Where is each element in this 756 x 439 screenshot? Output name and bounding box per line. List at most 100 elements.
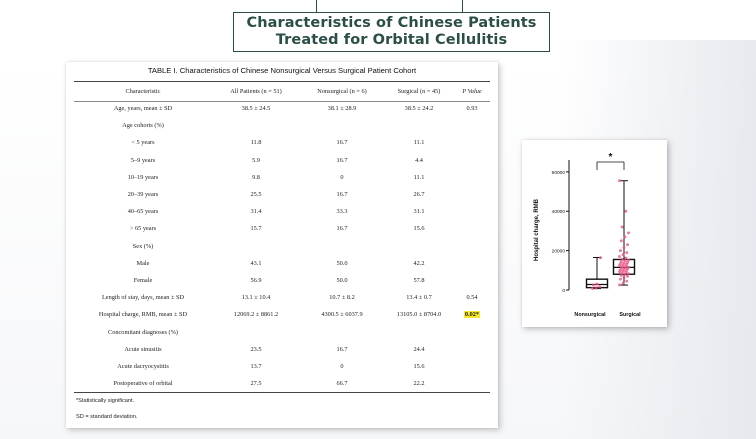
cell-nonsurgical	[300, 323, 384, 340]
cell-all-patients: 13.7	[250, 362, 262, 370]
cell-all-patients: 56.9	[250, 276, 262, 284]
cell-surgical: 11.1	[413, 173, 425, 181]
header-all-patients: All Patients (n = 51)	[230, 88, 282, 95]
cell-surgical: 31.1	[413, 208, 425, 216]
data-point	[620, 225, 624, 229]
cell-characteristic: Hospital charge, RMB, mean ± SD	[98, 311, 188, 319]
cell-p-value	[454, 255, 490, 272]
cell-nonsurgical: 16.7	[336, 191, 348, 199]
data-point	[619, 260, 623, 264]
cell-nonsurgical	[300, 238, 384, 255]
data-point	[624, 256, 628, 260]
cell-nonsurgical: 66.7	[336, 380, 348, 388]
data-point	[620, 257, 624, 261]
data-point	[618, 283, 621, 287]
cell-p-value	[454, 117, 490, 134]
table-row: Sex (%)	[74, 238, 490, 255]
cell-p-value	[454, 323, 490, 340]
cell-p-value	[454, 152, 490, 169]
data-point	[622, 276, 626, 280]
cell-all-patients: 11.8	[250, 139, 262, 147]
table-row: 5–9 years 5.9 16.7 4.4	[74, 152, 490, 169]
data-point	[624, 209, 628, 213]
cell-characteristic: 10–19 years	[127, 173, 159, 181]
table-row: Acute dacryocystitis 13.7 0 15.6	[74, 358, 490, 375]
boxplot-card: Hospital charge, RMB 0 20000 40000 60000 * Non…	[522, 140, 667, 327]
cell-nonsurgical: 16.7	[336, 139, 348, 147]
data-point	[626, 274, 630, 278]
table-top-rule	[74, 81, 490, 82]
table-row: Female 56.9 50.0 57.8	[74, 272, 490, 289]
cell-surgical: 26.7	[413, 191, 425, 199]
data-point	[599, 256, 603, 260]
header-nonsurgical: Nonsurgical (n = 6)	[317, 88, 367, 95]
cell-p-value	[454, 358, 490, 375]
data-point	[595, 282, 599, 286]
cell-characteristic: < 5 years	[131, 139, 155, 147]
cell-all-patients: 25.5	[250, 191, 262, 199]
cell-all-patients: 15.7	[250, 225, 262, 233]
data-point	[625, 251, 629, 255]
data-point	[626, 260, 630, 264]
table-bottom-rule	[74, 392, 490, 393]
x-category-label: Nonsurgical	[574, 312, 606, 318]
cell-characteristic: > 65 years	[129, 225, 157, 233]
cell-nonsurgical	[300, 117, 384, 134]
cell-characteristic: Concomitant diagnoses (%)	[108, 328, 178, 336]
cell-all-patients	[212, 323, 300, 340]
cell-all-patients: 9.8	[252, 173, 260, 181]
cell-surgical	[384, 117, 454, 134]
data-point	[618, 277, 622, 281]
table-header-rule	[74, 101, 490, 102]
data-point	[591, 283, 595, 287]
cell-characteristic: 20–39 years	[127, 191, 159, 199]
cell-characteristic: 40–65 years	[127, 208, 159, 216]
cell-all-patients: 5.9	[252, 156, 260, 164]
cell-surgical: 42.2	[413, 259, 425, 267]
cell-nonsurgical: 4300.5 ± 6037.9	[321, 311, 363, 319]
cell-nonsurgical: 33.3	[336, 208, 348, 216]
header-characteristic: Characteristic	[125, 88, 161, 95]
cell-surgical	[384, 323, 454, 340]
cell-all-patients: 27.5	[250, 380, 262, 388]
cell-all-patients	[212, 238, 300, 255]
cell-nonsurgical: 0	[340, 362, 344, 370]
characteristics-table: Characteristic All Patients (n = 51) Non…	[74, 83, 490, 392]
title-connector-right	[462, 0, 463, 12]
cell-nonsurgical: 10.7 ± 8.2	[329, 294, 355, 302]
table-row: < 5 years 11.8 16.7 11.1	[74, 134, 490, 151]
table-row: Male 43.1 50.0 42.2	[74, 255, 490, 272]
cell-all-patients: 38.5 ± 24.5	[241, 105, 271, 113]
cell-all-patients: 31.4	[250, 208, 262, 216]
cell-p-value	[454, 341, 490, 358]
cell-all-patients: 12069.2 ± 8861.2	[233, 311, 279, 319]
table-card: TABLE I. Characteristics of Chinese Nons…	[66, 62, 498, 428]
cell-p-value	[454, 134, 490, 151]
table-row: Hospital charge, RMB, mean ± SD 12069.2 ±…	[74, 306, 490, 323]
cell-characteristic: Sex (%)	[132, 242, 154, 250]
data-point	[619, 239, 623, 243]
title-connector-left	[316, 0, 317, 12]
cell-p-value	[454, 203, 490, 220]
cell-nonsurgical: 50.0	[336, 259, 348, 267]
cell-nonsurgical: 50.0	[336, 276, 348, 284]
data-point	[627, 272, 630, 276]
cell-p-value	[454, 272, 490, 289]
cell-nonsurgical: 0	[340, 173, 344, 181]
data-point	[621, 253, 625, 257]
cell-all-patients: 43.1	[250, 259, 262, 267]
slide-title-line2: Treated for Orbital Cellulitis	[275, 32, 508, 48]
data-point	[618, 255, 621, 258]
cell-surgical: 13105.0 ± 8704.0	[396, 311, 442, 319]
cell-characteristic: 5–9 years	[130, 156, 156, 164]
header-p-value: P Value	[462, 88, 482, 95]
cell-p-value	[454, 220, 490, 237]
data-point	[591, 286, 594, 290]
cell-characteristic: Female	[133, 276, 153, 284]
table-row: Age cohorts (%)	[74, 117, 490, 134]
footnote-significance: *Statistically significant.	[76, 398, 135, 404]
cell-characteristic: Age, years, mean ± SD	[113, 105, 173, 113]
y-tick-label: 20000	[552, 249, 566, 255]
cell-surgical: 57.8	[413, 276, 425, 284]
table-row: Length of stay, days, mean ± SD 13.1 ± 10…	[74, 289, 490, 306]
